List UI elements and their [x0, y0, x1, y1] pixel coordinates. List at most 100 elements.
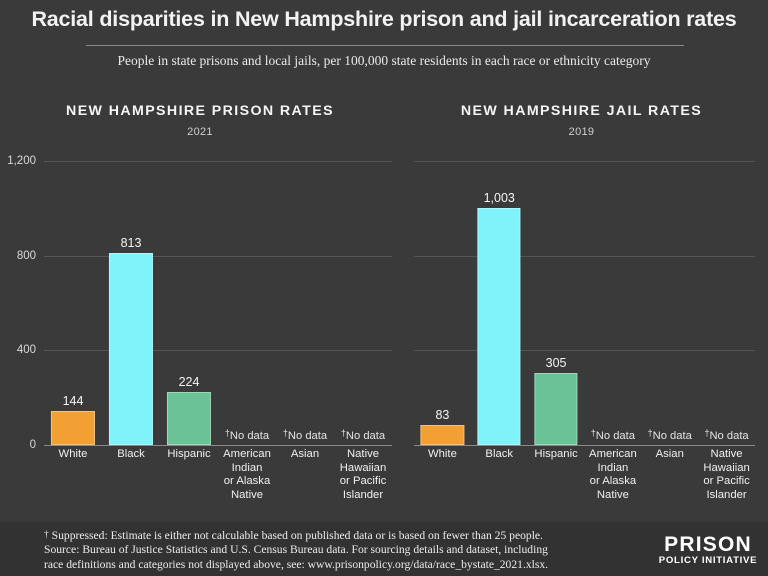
- bar-value-label-prison-2: 224: [178, 375, 200, 389]
- dagger-icon: †: [704, 428, 710, 438]
- page-title: Racial disparities in New Hampshire pris…: [31, 7, 737, 31]
- x-axis-label-line: Native: [596, 488, 629, 501]
- bar-slot-jail-5: †No data: [698, 161, 755, 445]
- x-axis-label-line: Asian: [655, 448, 684, 460]
- bar-jail-1[interactable]: [477, 207, 521, 445]
- bar-slot-prison-4: †No data: [276, 161, 334, 445]
- x-axis-label-line: Hawaiian: [339, 461, 387, 474]
- bar-slot-prison-5: †No data: [334, 161, 392, 445]
- no-data-text: No data: [345, 430, 386, 442]
- x-axis-label-jail-1: Black: [471, 448, 528, 518]
- bar-slot-prison-1: 813: [102, 161, 160, 445]
- footnote-line-1-text: Suppressed: Estimate is either not calcu…: [48, 529, 543, 542]
- gridline-800: [414, 255, 755, 257]
- gridline-0: [44, 445, 392, 446]
- bar-group-jail: 83 1,003 305 †No data †No data †No data: [414, 161, 755, 445]
- bar-value-label-prison-0: 144: [62, 393, 84, 408]
- no-data-text: No data: [709, 430, 749, 442]
- chart-panel-prison: NEW HAMPSHIRE PRISON RATES 2021 0 400 800 1…: [0, 100, 400, 520]
- x-axis-label-line: Black: [117, 448, 145, 460]
- x-axis-label-prison-3: American Indian or Alaska Native: [218, 448, 276, 518]
- no-data-text: No data: [229, 430, 270, 442]
- y-axis-tick-1200: 1,200: [7, 155, 36, 167]
- x-axis-label-line: Hawaiian: [703, 461, 750, 474]
- x-axis-label-line: or Pacific: [339, 475, 387, 487]
- x-axis-label-line: Native: [230, 488, 264, 501]
- dagger-icon: †: [282, 428, 288, 438]
- no-data-label-prison-3: †No data: [225, 428, 269, 442]
- bar-group-prison: 144 813 224 †No data †No data †No data: [44, 161, 392, 445]
- bar-jail-0[interactable]: [420, 425, 464, 445]
- bar-prison-1[interactable]: [108, 252, 154, 445]
- x-axis-label-line: White: [58, 448, 88, 460]
- y-axis-tick-400: 400: [16, 344, 36, 357]
- bar-value-label-prison-1: 813: [120, 235, 142, 250]
- dagger-icon: †: [590, 428, 596, 438]
- gridline-400: [44, 350, 392, 352]
- x-axis-label-line: Native: [346, 448, 380, 460]
- dagger-icon: †: [647, 428, 653, 438]
- no-data-text: No data: [652, 430, 692, 442]
- no-data-text: No data: [287, 430, 328, 442]
- prison-policy-initiative-logo: PRISON POLICY INITIATIVE: [656, 534, 760, 567]
- chart-year-prison: 2021: [187, 126, 213, 138]
- bar-value-label-jail-1: 1,003: [483, 190, 515, 205]
- x-axis-label-jail-0: White: [414, 448, 471, 518]
- x-axis-labels-jail: White Black Hispanic American Indian or Alask…: [414, 448, 755, 518]
- gridline-1200: [44, 161, 392, 162]
- bar-slot-prison-2: 224: [160, 161, 218, 445]
- x-axis-label-prison-0: White: [44, 448, 102, 518]
- x-axis-label-prison-1: Black: [102, 448, 160, 518]
- bar-value-label-jail-2: 305: [545, 355, 567, 370]
- x-axis-label-jail-4: Asian: [641, 448, 698, 518]
- x-axis-label-line: Indian: [231, 461, 263, 474]
- no-data-label-prison-5: †No data: [341, 428, 385, 442]
- y-axis-tick-0: 0: [29, 439, 36, 451]
- plot-area-jail: 83 1,003 305 †No data †No data †No data: [414, 161, 755, 446]
- x-axis-label-line: Islander: [706, 488, 747, 501]
- dagger-icon: †: [224, 428, 230, 438]
- x-axis-label-prison-4: Asian: [276, 448, 334, 518]
- dagger-icon: †: [340, 428, 346, 438]
- bar-slot-jail-3: †No data: [584, 161, 641, 445]
- x-axis-label-line: Hispanic: [534, 448, 578, 460]
- footer: † Suppressed: Estimate is either not cal…: [0, 522, 768, 576]
- chart-year-jail: 2019: [568, 126, 595, 138]
- header: Racial disparities in New Hampshire pris…: [0, 0, 768, 90]
- bar-slot-prison-0: 144: [44, 161, 102, 445]
- x-axis-label-line: White: [427, 448, 457, 460]
- no-data-label-jail-3: †No data: [591, 428, 635, 442]
- gridline-400: [414, 350, 755, 352]
- chart-title-jail: NEW HAMPSHIRE JAIL RATES: [460, 103, 703, 119]
- y-axis-tick-800: 800: [16, 249, 36, 262]
- logo-primary-text: PRISON: [664, 533, 752, 556]
- gridline-1200: [414, 161, 755, 162]
- title-divider: [86, 45, 684, 46]
- x-axis-label-prison-5: Native Hawaiian or Pacific Islander: [334, 448, 392, 518]
- x-axis-label-line: or Pacific: [703, 475, 750, 487]
- x-axis-label-line: Black: [485, 448, 514, 460]
- gridline-0: [414, 445, 755, 446]
- bar-slot-jail-2: 305: [528, 161, 585, 445]
- x-axis-label-line: Islander: [342, 488, 384, 501]
- x-axis-label-prison-2: Hispanic: [160, 448, 218, 518]
- bar-jail-2[interactable]: [534, 372, 578, 445]
- footnote-line-1: † Suppressed: Estimate is either not cal…: [44, 528, 664, 543]
- x-axis-label-line: Hispanic: [167, 448, 211, 460]
- bar-prison-0[interactable]: [50, 410, 96, 445]
- x-axis-label-line: or Alaska: [223, 475, 271, 487]
- x-axis-label-line: or Alaska: [589, 475, 637, 487]
- no-data-label-jail-5: †No data: [704, 428, 748, 442]
- bar-prison-2[interactable]: [166, 392, 212, 445]
- chart-panel-jail: NEW HAMPSHIRE JAIL RATES 2019 83 1,003 305…: [395, 100, 768, 520]
- plot-area-prison: 0 400 800 1,200 144 813 224 †No data †No data †No…: [7, 155, 392, 451]
- page-subtitle: People in state prisons and local jails,…: [117, 53, 651, 68]
- no-data-text: No data: [595, 430, 635, 442]
- logo-secondary-text: POLICY INITIATIVE: [658, 555, 758, 566]
- footnote-line-2: Source: Bureau of Justice Statistics and…: [44, 543, 548, 557]
- gridline-800: [44, 255, 392, 257]
- x-axis-label-line: Native: [710, 448, 743, 460]
- x-axis-label-line: American: [223, 448, 271, 460]
- no-data-label-jail-4: †No data: [648, 428, 692, 442]
